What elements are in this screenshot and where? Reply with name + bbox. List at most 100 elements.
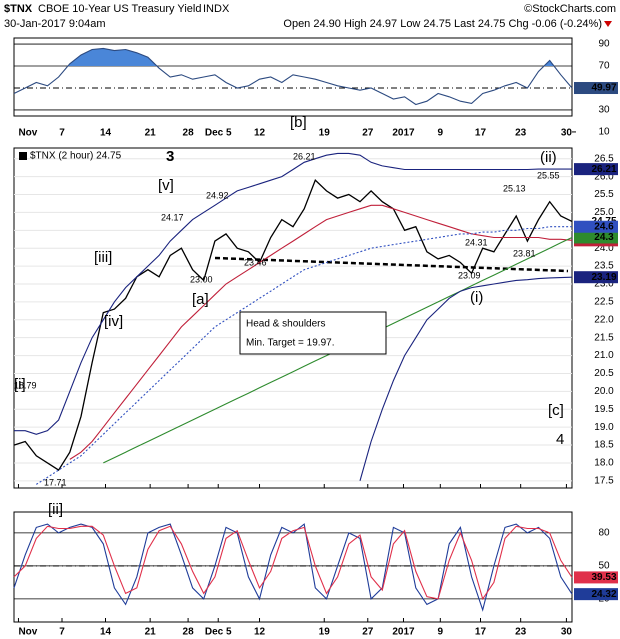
x-tick-label: Nov — [18, 128, 37, 139]
y-tick-label: 18.0 — [594, 458, 614, 469]
x-tick-label: Nov — [18, 627, 37, 638]
x-tick-label: 14 — [100, 128, 112, 139]
last-value-label: 49.97 — [591, 83, 616, 94]
price-label: 25.55 — [537, 170, 560, 180]
panel-frame — [13, 511, 573, 623]
series-line — [13, 179, 573, 472]
overbought-fill — [67, 48, 554, 67]
y-tick-label: 23.5 — [594, 261, 614, 272]
wave-label: [iii] — [94, 249, 112, 266]
y-tick-label: 80 — [598, 528, 610, 539]
last-value-label: 24.3 — [594, 232, 614, 243]
y-tick-label: 90 — [598, 39, 610, 50]
series-line — [36, 226, 572, 485]
wave-label: [v] — [158, 177, 174, 194]
price-label: 18.79 — [14, 380, 37, 390]
last-value-label: 23.19 — [591, 272, 616, 283]
note: Head & shoulders — [246, 319, 326, 330]
y-tick-label: 19.5 — [594, 404, 614, 415]
down-arrow — [604, 21, 612, 27]
y-tick-label: 30 — [598, 105, 610, 116]
x-tick-label: 30 — [561, 627, 573, 638]
wave-label: (ii) — [540, 149, 557, 166]
last-value-box — [574, 271, 618, 284]
last-value-label: 39.53 — [591, 572, 616, 583]
credit: ©StockCharts.com — [524, 3, 616, 15]
security-name: CBOE 10-Year US Treasury Yield — [38, 3, 201, 15]
price-label: 23.81 — [513, 248, 536, 258]
last-value-label: 24.6 — [594, 221, 614, 232]
x-tick-label: 23 — [515, 128, 527, 139]
x-tick-label: 2017 — [392, 627, 415, 638]
wave-label: 3 — [166, 148, 174, 165]
annotations: [b] 3 [v] [iii] [iv] [i] [ii] [a] (ii) (… — [14, 114, 564, 518]
last-value-box — [574, 163, 618, 176]
wave-label: [i] — [14, 376, 26, 393]
quote: Open 24.90 High 24.97 Low 24.75 Last 24.… — [283, 18, 602, 30]
x-tick-label: 9 — [438, 128, 444, 139]
series-line — [13, 525, 573, 601]
x-tick-label: 28 — [183, 128, 195, 139]
series-line — [13, 47, 573, 106]
legend: $TNX (2 hour) 24.75 — [30, 151, 122, 162]
price-label: 23.00 — [190, 274, 213, 284]
price-label: 23.46 — [244, 257, 267, 267]
price-label: 24.31 — [465, 237, 488, 247]
x-tick-label: Dec 5 — [205, 627, 232, 638]
x-tick-label: 14 — [100, 627, 112, 638]
last-value-box — [574, 231, 618, 244]
wave-label: [iv] — [104, 313, 123, 330]
neckline — [214, 256, 569, 273]
x-tick-label: 27 — [362, 627, 374, 638]
y-tick-label: 50 — [598, 561, 610, 572]
wave-label: [b] — [290, 114, 307, 131]
note-box — [239, 311, 387, 355]
last-value-label: 26.21 — [591, 164, 616, 175]
wave-label: 4 — [556, 431, 564, 448]
wave-label: (i) — [470, 289, 483, 306]
y-tick-label: 23.0 — [594, 279, 614, 290]
price-label: 25.13 — [503, 183, 526, 193]
x-tick-label: 7 — [59, 627, 65, 638]
wave-label: [c] — [548, 402, 564, 419]
series-line — [14, 152, 572, 435]
series-line — [359, 276, 573, 481]
datetime: 30-Jan-2017 9:04am — [4, 18, 106, 30]
series-line — [69, 204, 573, 460]
series-line — [13, 523, 573, 612]
y-tick-label: 70 — [598, 61, 610, 72]
y-tick-label: 18.5 — [594, 440, 614, 451]
last-value-box — [574, 220, 618, 233]
y-tick-label: 21.5 — [594, 332, 614, 343]
x-tick-label: 17 — [475, 627, 487, 638]
x-tick-label: 12 — [254, 627, 266, 638]
y-tick-label: 21.0 — [594, 350, 614, 361]
x-tick-label: 17 — [475, 128, 487, 139]
x-tick-label: 19 — [319, 627, 331, 638]
x-tick-label: 21 — [145, 627, 157, 638]
note: Min. Target = 19.97. — [246, 338, 334, 349]
wave-label: [a] — [192, 291, 209, 308]
last-value-box — [574, 571, 618, 584]
x-tick-label: 19 — [319, 128, 331, 139]
x-tick-label: 7 — [59, 128, 65, 139]
wave-label: [ii] — [48, 501, 63, 518]
y-tick-label: 26.5 — [594, 153, 614, 164]
x-tick-label: 21 — [145, 128, 157, 139]
y-tick-label: 17.5 — [594, 475, 614, 486]
y-tick-label: 20.0 — [594, 386, 614, 397]
x-tick-label: 2017 — [392, 128, 415, 139]
x-tick-label: 27 — [362, 128, 374, 139]
exchange: INDX — [203, 3, 230, 15]
y-tick-label: 20.5 — [594, 368, 614, 379]
price-label: 24.17 — [161, 212, 184, 222]
x-tick-label: 23 — [515, 627, 527, 638]
y-tick-label: 19.0 — [594, 422, 614, 433]
x-tick-label: 28 — [183, 627, 195, 638]
x-tick-label: 30 — [561, 128, 573, 139]
x-tick-label: 12 — [254, 128, 266, 139]
price-label: 26.21 — [293, 151, 316, 161]
y-tick-label: 26.0 — [594, 171, 614, 182]
last-value-box — [574, 588, 618, 601]
